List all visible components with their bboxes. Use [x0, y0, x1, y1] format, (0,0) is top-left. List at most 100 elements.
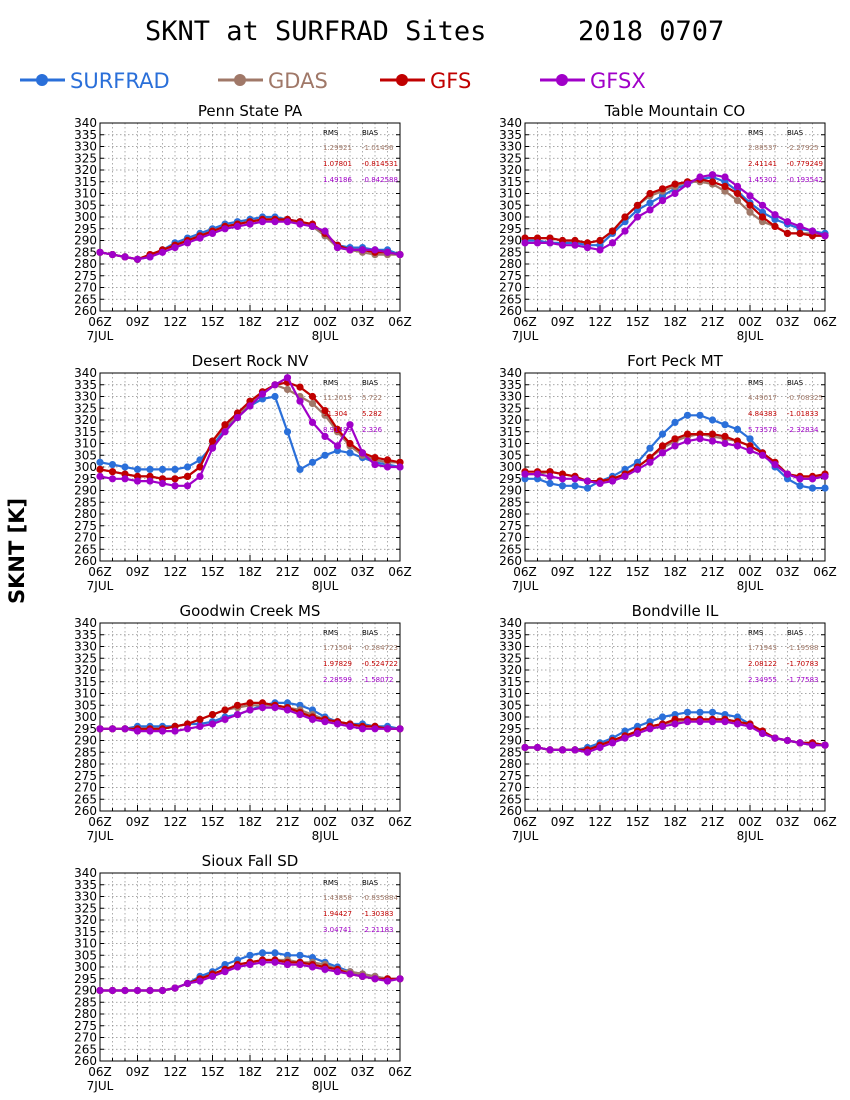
y-tick-label: 295 — [74, 722, 97, 736]
data-point — [383, 456, 392, 464]
data-point — [246, 951, 254, 959]
data-point — [796, 475, 804, 483]
y-axis-label: SKNT [K] — [5, 498, 29, 604]
data-point — [696, 718, 704, 726]
panel-title: Table Mountain CO — [604, 102, 746, 120]
y-tick-label: 265 — [499, 542, 522, 556]
x-tick-label: 03Z — [351, 1065, 375, 1079]
data-point — [633, 729, 642, 738]
data-point — [333, 720, 342, 728]
y-tick-label: 275 — [499, 269, 522, 283]
series-gfsx — [96, 958, 404, 995]
x-tick-label: 21Z — [276, 315, 300, 329]
data-point — [633, 213, 642, 221]
data-point — [646, 199, 654, 207]
x-tick-label: 12Z — [588, 815, 612, 829]
data-point — [271, 218, 279, 226]
y-tick-label: 300 — [499, 210, 522, 224]
panel-sioux-fall-sd: Sioux Fall SD260265270275280285290295300… — [74, 852, 412, 1093]
data-point — [121, 463, 129, 471]
y-axis: 2602652702752802852902953003053103153203… — [499, 616, 825, 818]
data-point — [158, 248, 167, 256]
stats-rms-gfs: 1.94427 — [323, 910, 352, 918]
data-point — [533, 743, 542, 752]
x-tick-label: 12Z — [163, 315, 187, 329]
data-point — [321, 227, 329, 235]
data-point — [371, 725, 379, 733]
y-tick-label: 260 — [74, 804, 97, 818]
data-point — [671, 418, 679, 426]
data-point — [171, 465, 179, 473]
stats-box: RMS BIAS 11.2015 5.722 11.304 5.282 8.91489 2.3… — [323, 379, 383, 434]
data-point — [621, 734, 629, 742]
panel-desert-rock-nv: Desert Rock NV26026527027528028529029530… — [74, 352, 412, 593]
y-tick-label: 335 — [74, 128, 97, 142]
stats-rms-gfsx: 2.28599 — [323, 676, 352, 684]
y-tick-label: 335 — [74, 628, 97, 642]
data-point — [208, 972, 217, 981]
data-point — [596, 246, 604, 254]
y-tick-label: 270 — [499, 781, 522, 795]
data-point — [571, 746, 579, 754]
x-tick-label: 06Z — [388, 1065, 412, 1079]
stats-rms-gfsx: 8.91489 — [323, 426, 352, 434]
x-tick-label: 15Z — [626, 315, 650, 329]
data-point — [821, 472, 829, 480]
panel-title: Sioux Fall SD — [202, 852, 299, 870]
data-point — [596, 236, 604, 245]
y-tick-label: 340 — [74, 116, 97, 130]
data-point — [283, 374, 292, 382]
data-point — [158, 465, 167, 473]
x-tick-label: 00Z — [313, 815, 337, 829]
data-point — [221, 706, 229, 714]
stats-bias-header: BIAS — [362, 379, 379, 387]
data-point — [758, 213, 767, 221]
x-tick-label: 06Z — [513, 565, 537, 579]
y-tick-label: 305 — [74, 698, 97, 712]
y-tick-label: 325 — [499, 151, 522, 165]
y-tick-label: 320 — [74, 663, 97, 677]
data-point — [383, 248, 392, 256]
y-tick-label: 275 — [499, 769, 522, 783]
stats-box: RMS BIAS 1.71504 -0.284723 1.97829 -0.524722 2… — [323, 629, 398, 684]
x-tick-label: 21Z — [701, 565, 725, 579]
data-point — [371, 454, 379, 462]
data-point — [308, 715, 317, 724]
data-point — [283, 961, 292, 969]
x-tick-label: 21Z — [276, 565, 300, 579]
data-point — [121, 725, 129, 733]
panel-title: Fort Peck MT — [627, 352, 723, 370]
data-point — [658, 449, 667, 457]
data-point — [646, 189, 654, 198]
data-point — [521, 470, 529, 478]
x-tick-label: 00Z — [738, 315, 762, 329]
y-tick-label: 340 — [499, 366, 522, 380]
x-date-label: 7JUL — [512, 329, 539, 343]
legend-item-gfsx: GFSX — [540, 69, 646, 93]
x-tick-label: 03Z — [776, 815, 800, 829]
stats-bias-gfsx: 2.326 — [362, 426, 383, 434]
x-tick-label: 18Z — [238, 1065, 262, 1079]
x-tick-label: 00Z — [313, 315, 337, 329]
y-tick-label: 300 — [74, 960, 97, 974]
y-tick-label: 330 — [74, 390, 97, 404]
data-point — [183, 725, 192, 733]
x-tick-label: 09Z — [126, 315, 150, 329]
series-gfsx — [521, 718, 829, 756]
stats-rms-header: RMS — [748, 629, 764, 637]
stats-rms-gdas: 11.2015 — [323, 394, 352, 402]
data-point — [758, 451, 767, 459]
x-date-label: 7JUL — [87, 1079, 114, 1093]
legend-label: SURFRAD — [70, 69, 170, 93]
y-tick-label: 330 — [499, 390, 522, 404]
data-point — [146, 253, 154, 261]
data-point — [333, 425, 342, 433]
y-tick-label: 280 — [499, 257, 522, 271]
data-point — [571, 241, 579, 249]
data-point — [658, 722, 667, 731]
data-point — [346, 439, 354, 448]
data-point — [671, 180, 679, 188]
data-point — [146, 986, 154, 995]
